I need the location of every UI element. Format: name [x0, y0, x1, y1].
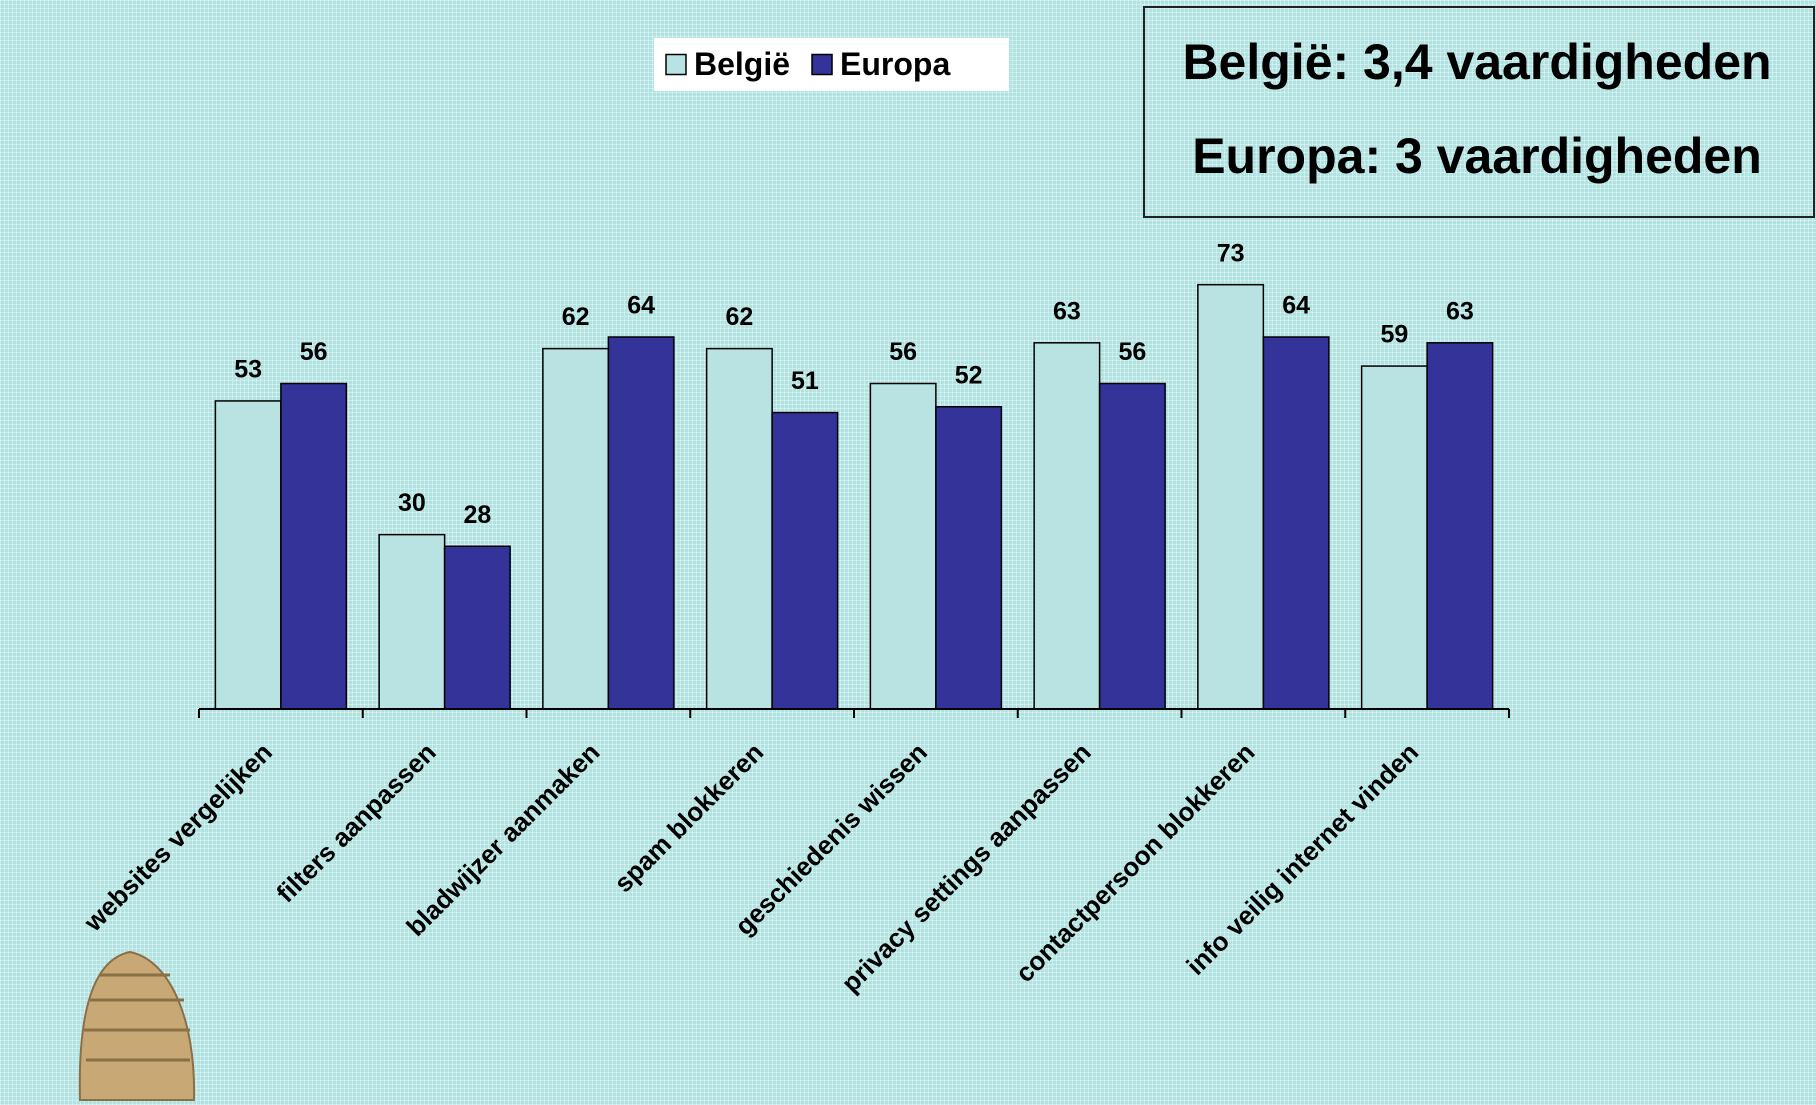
data-label: 28	[463, 501, 491, 529]
bar	[1034, 343, 1100, 709]
beehive	[80, 952, 194, 1100]
annotation: België: 3,4 vaardigheden	[1182, 34, 1771, 90]
data-label: 53	[234, 356, 262, 384]
data-label: 62	[725, 303, 753, 331]
bar	[870, 384, 936, 710]
data-label: 56	[1118, 338, 1146, 366]
x-tick-label: filters aanpassen	[270, 737, 441, 908]
bar	[608, 337, 674, 709]
bar	[1263, 337, 1329, 709]
bar	[445, 546, 511, 709]
data-label: 73	[1217, 239, 1245, 267]
bar	[936, 407, 1002, 709]
data-label: 64	[627, 292, 655, 320]
bar	[1100, 384, 1166, 710]
legend-swatch	[666, 55, 686, 75]
bar	[379, 535, 445, 709]
bar	[215, 401, 281, 709]
data-label: 30	[398, 489, 426, 517]
data-label: 64	[1282, 292, 1310, 320]
bar	[772, 413, 838, 709]
legend-label: Europa	[840, 46, 950, 82]
chart: België: 3,4 vaardigheden Europa: 3 vaard…	[0, 0, 1816, 1105]
data-label: 63	[1446, 297, 1474, 325]
data-label: 62	[562, 303, 590, 331]
data-label: 52	[955, 361, 983, 389]
bar	[281, 384, 347, 710]
legend-swatch	[812, 55, 832, 75]
x-tick-label: spam blokkeren	[608, 737, 769, 898]
bar	[1362, 366, 1428, 709]
bar	[1198, 285, 1264, 709]
data-label: 63	[1053, 297, 1081, 325]
bar	[1427, 343, 1493, 709]
bar	[707, 349, 773, 709]
data-label: 51	[791, 367, 819, 395]
data-label: 56	[300, 338, 328, 366]
legend-label: België	[694, 46, 790, 82]
page: België: 3,4 vaardigheden Europa: 3 vaard…	[0, 0, 1816, 1105]
data-label: 59	[1380, 321, 1408, 349]
x-tick-label: websites vergelijken	[77, 737, 278, 938]
data-label: 56	[889, 338, 917, 366]
bar	[543, 349, 609, 709]
annotation: Europa: 3 vaardigheden	[1192, 128, 1762, 184]
